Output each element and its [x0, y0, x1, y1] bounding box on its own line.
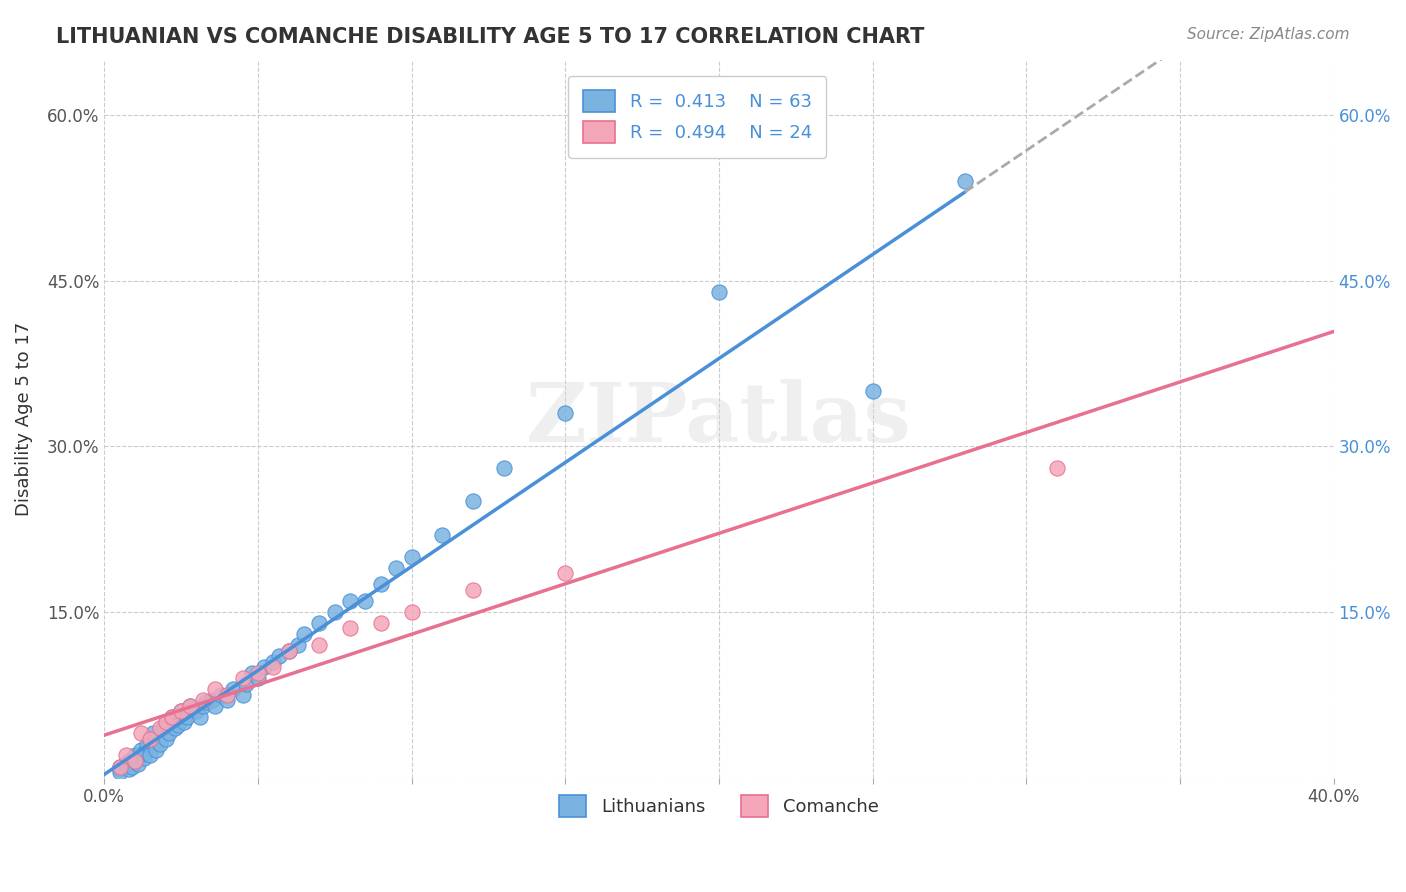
- Comanche: [179, 698, 201, 713]
- Lithuanians: [262, 655, 284, 669]
- Lithuanians: [155, 715, 177, 730]
- Lithuanians: [277, 643, 299, 657]
- Comanche: [554, 566, 576, 581]
- Legend: Lithuanians, Comanche: Lithuanians, Comanche: [550, 786, 887, 826]
- Comanche: [124, 754, 146, 768]
- Comanche: [217, 688, 239, 702]
- Lithuanians: [370, 577, 392, 591]
- Lithuanians: [163, 721, 186, 735]
- Lithuanians: [461, 494, 484, 508]
- Lithuanians: [176, 710, 198, 724]
- Comanche: [170, 704, 193, 718]
- Lithuanians: [173, 715, 195, 730]
- Y-axis label: Disability Age 5 to 17: Disability Age 5 to 17: [15, 321, 32, 516]
- Comanche: [1046, 461, 1069, 475]
- Lithuanians: [217, 693, 239, 707]
- Comanche: [160, 710, 183, 724]
- Lithuanians: [148, 738, 170, 752]
- Lithuanians: [118, 762, 141, 776]
- Comanche: [191, 693, 214, 707]
- Lithuanians: [354, 594, 377, 608]
- Lithuanians: [292, 627, 315, 641]
- Lithuanians: [145, 743, 167, 757]
- Lithuanians: [124, 748, 146, 763]
- Text: LITHUANIAN VS COMANCHE DISABILITY AGE 5 TO 17 CORRELATION CHART: LITHUANIAN VS COMANCHE DISABILITY AGE 5 …: [56, 27, 925, 46]
- Comanche: [204, 682, 226, 697]
- Lithuanians: [134, 746, 156, 760]
- Lithuanians: [707, 285, 730, 299]
- Lithuanians: [209, 688, 232, 702]
- Lithuanians: [308, 615, 330, 630]
- Lithuanians: [432, 527, 454, 541]
- Lithuanians: [339, 594, 361, 608]
- Lithuanians: [157, 726, 180, 740]
- Lithuanians: [114, 757, 136, 772]
- Lithuanians: [222, 682, 245, 697]
- Lithuanians: [323, 605, 346, 619]
- Comanche: [401, 605, 423, 619]
- Lithuanians: [118, 754, 141, 768]
- Comanche: [262, 660, 284, 674]
- Lithuanians: [129, 743, 152, 757]
- Lithuanians: [201, 693, 224, 707]
- Lithuanians: [246, 671, 269, 685]
- Lithuanians: [492, 461, 515, 475]
- Lithuanians: [191, 698, 214, 713]
- Lithuanians: [862, 384, 884, 398]
- Lithuanians: [253, 660, 276, 674]
- Comanche: [232, 671, 254, 685]
- Lithuanians: [179, 698, 201, 713]
- Comanche: [155, 715, 177, 730]
- Comanche: [148, 721, 170, 735]
- Lithuanians: [194, 696, 217, 710]
- Lithuanians: [160, 710, 183, 724]
- Lithuanians: [152, 721, 174, 735]
- Lithuanians: [139, 731, 162, 746]
- Lithuanians: [401, 549, 423, 564]
- Lithuanians: [232, 688, 254, 702]
- Comanche: [339, 622, 361, 636]
- Comanche: [114, 748, 136, 763]
- Text: Source: ZipAtlas.com: Source: ZipAtlas.com: [1187, 27, 1350, 42]
- Lithuanians: [240, 665, 263, 680]
- Lithuanians: [170, 704, 193, 718]
- Lithuanians: [142, 726, 165, 740]
- Lithuanians: [269, 648, 291, 663]
- Lithuanians: [554, 406, 576, 420]
- Lithuanians: [139, 748, 162, 763]
- Lithuanians: [121, 759, 143, 773]
- Lithuanians: [155, 731, 177, 746]
- Comanche: [277, 643, 299, 657]
- Comanche: [461, 582, 484, 597]
- Lithuanians: [108, 762, 131, 776]
- Comanche: [139, 731, 162, 746]
- Lithuanians: [385, 560, 408, 574]
- Comanche: [370, 615, 392, 630]
- Lithuanians: [167, 717, 190, 731]
- Lithuanians: [124, 754, 146, 768]
- Lithuanians: [134, 750, 156, 764]
- Text: ZIPatlas: ZIPatlas: [526, 378, 911, 458]
- Lithuanians: [108, 759, 131, 773]
- Lithuanians: [136, 738, 159, 752]
- Lithuanians: [186, 704, 208, 718]
- Comanche: [108, 759, 131, 773]
- Lithuanians: [127, 757, 149, 772]
- Lithuanians: [235, 676, 257, 690]
- Comanche: [246, 665, 269, 680]
- Lithuanians: [204, 698, 226, 713]
- Lithuanians: [108, 765, 131, 780]
- Lithuanians: [287, 638, 309, 652]
- Lithuanians: [953, 174, 976, 188]
- Lithuanians: [188, 710, 211, 724]
- Comanche: [129, 726, 152, 740]
- Comanche: [308, 638, 330, 652]
